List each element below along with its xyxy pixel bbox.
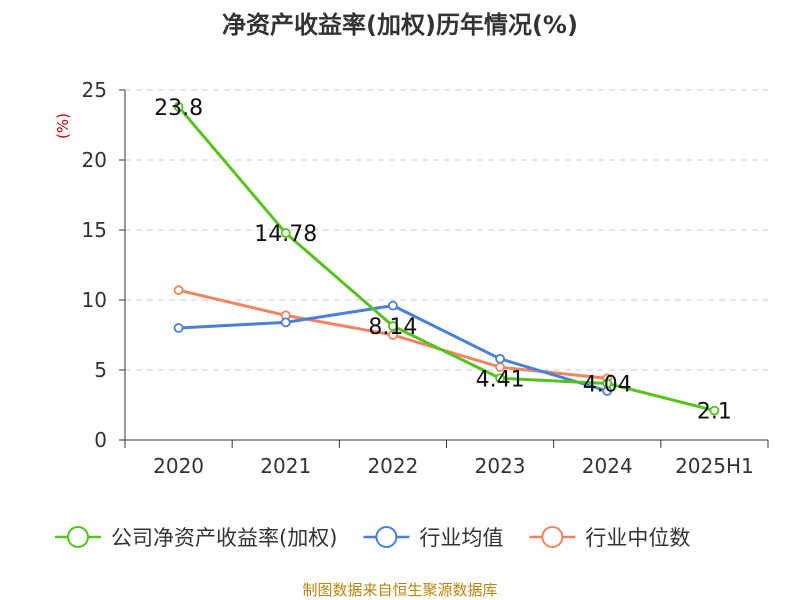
y-tick-label: 5 <box>94 358 107 382</box>
grid-lines <box>125 89 768 371</box>
x-tick-label: 2024 <box>582 454 633 478</box>
data-point <box>709 405 720 416</box>
y-tick-label: 0 <box>94 428 107 452</box>
legend-label: 公司净资产收益率(加权) <box>111 526 337 550</box>
data-point <box>280 317 291 328</box>
data-point <box>495 373 505 384</box>
legend-marker <box>67 526 89 548</box>
data-point <box>388 300 398 311</box>
legend: 公司净资产收益率(加权) 行业均值 行业中位数 <box>55 526 690 550</box>
data-point <box>173 323 184 333</box>
data-label: 4.41 <box>476 367 525 392</box>
axes: 0 5 10 15 20 25 2020 2021 2022 2023 2024 2025H1 <box>82 78 769 478</box>
data-label: 4.04 <box>583 372 632 397</box>
x-tick-label: 2022 <box>367 454 418 478</box>
legend-label: 行业中位数 <box>585 526 690 550</box>
legend-marker <box>541 526 564 548</box>
y-tick-label: 25 <box>82 78 107 102</box>
y-tick-label: 20 <box>82 148 107 172</box>
data-point <box>173 285 184 296</box>
data-labels: 23.8 14.78 8.14 4.41 4.04 2.1 <box>154 96 732 425</box>
data-point <box>173 101 184 112</box>
data-label: 2.1 <box>697 400 732 425</box>
legend-marker <box>375 526 398 548</box>
data-label: 14.78 <box>254 222 317 247</box>
y-tick-label: 10 <box>82 288 107 312</box>
data-label: 8.14 <box>368 315 417 340</box>
data-label: 23.8 <box>154 96 203 121</box>
source-note: 制图数据来自恒生聚源数据库 <box>302 581 497 599</box>
data-point <box>388 321 398 331</box>
y-tick-label: 15 <box>82 218 107 242</box>
chart-title: 净资产收益率(加权)历年情况(%) <box>222 11 578 39</box>
y-axis-label: (%) <box>54 113 72 139</box>
data-point <box>495 353 505 364</box>
series-line-0 <box>177 105 715 413</box>
x-tick-label: 2021 <box>260 454 311 478</box>
data-point <box>388 330 398 340</box>
series-lines <box>173 101 720 416</box>
legend-label: 行业均值 <box>419 526 503 550</box>
data-point <box>280 228 291 238</box>
x-tick-label: 2023 <box>475 454 526 478</box>
x-tick-label: 2025H1 <box>675 454 754 478</box>
x-tick-label: 2020 <box>153 454 204 478</box>
data-point <box>602 378 613 389</box>
